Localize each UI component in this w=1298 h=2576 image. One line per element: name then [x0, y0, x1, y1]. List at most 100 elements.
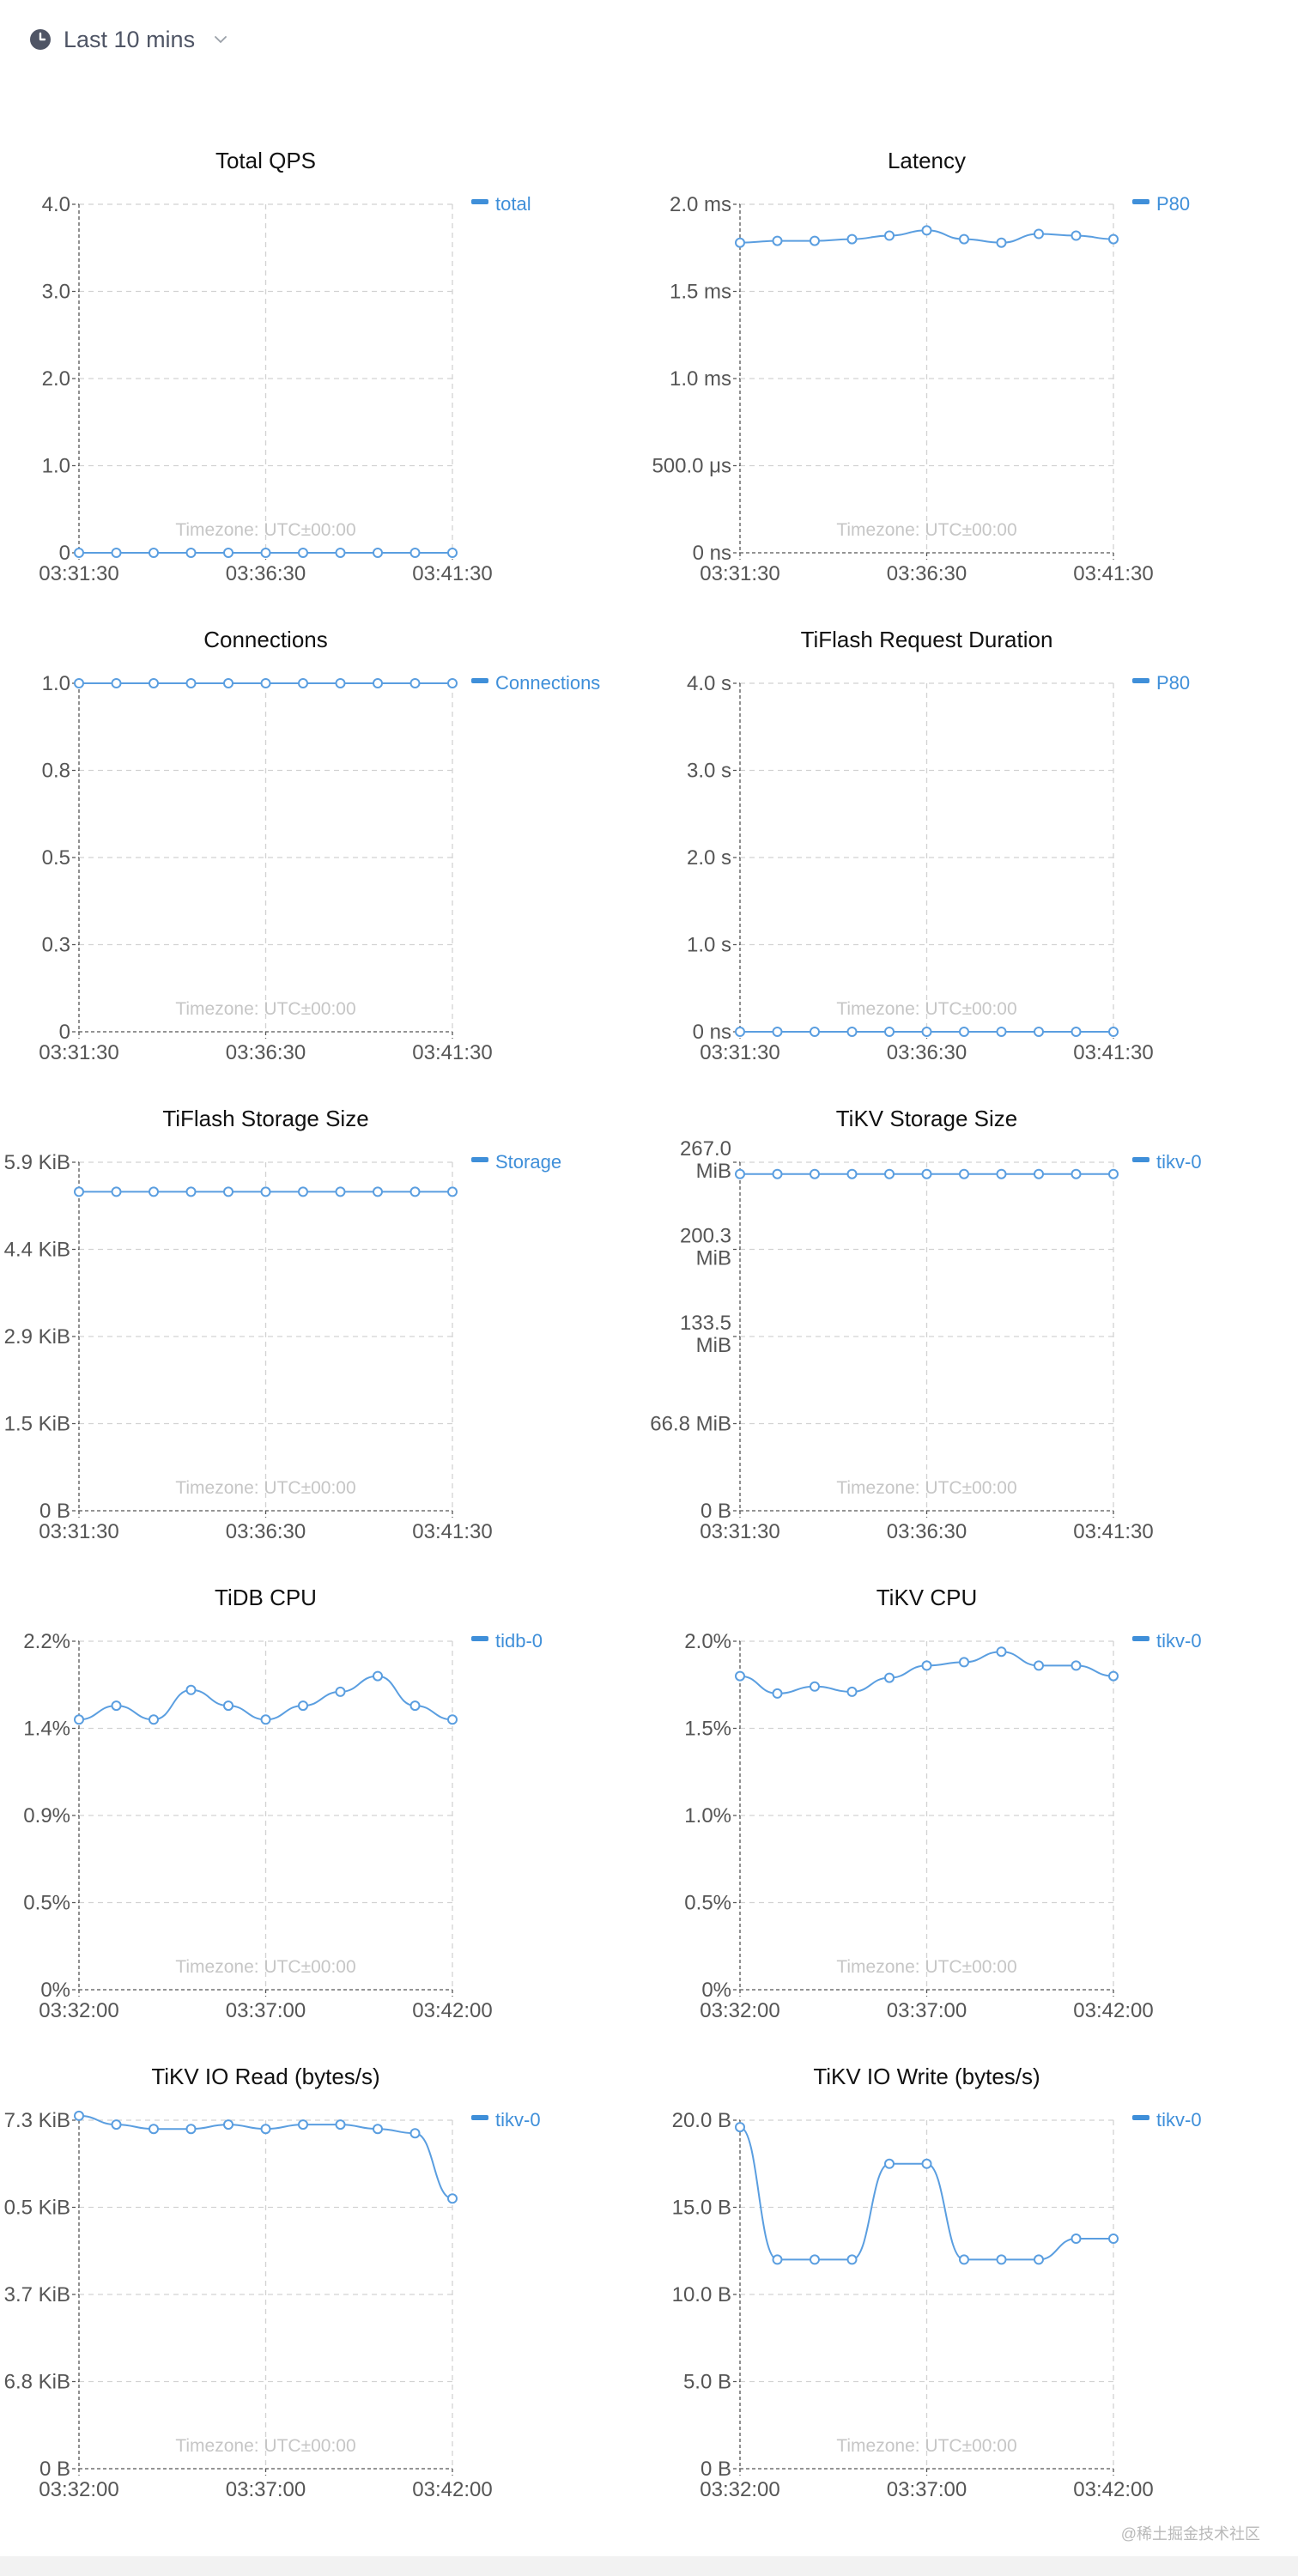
data-point	[772, 235, 783, 246]
timezone-label: Timezone: UTC±00:00	[836, 520, 1016, 540]
legend-swatch	[471, 199, 488, 204]
legend-item[interactable]: tikv-0	[471, 2109, 541, 2131]
data-point	[810, 1681, 820, 1692]
data-point	[772, 1168, 783, 1179]
chart-title: TiFlash Storage Size	[162, 1106, 368, 1131]
legend-swatch	[1132, 1636, 1149, 1641]
timezone-label: Timezone: UTC±00:00	[836, 1478, 1016, 1498]
data-point	[335, 548, 346, 558]
legend-label: P80	[1156, 672, 1190, 694]
legend-swatch	[1132, 1157, 1149, 1162]
legend-item[interactable]: Connections	[471, 672, 600, 694]
y-tick-label: 0 B	[701, 1500, 731, 1523]
data-point	[260, 548, 271, 558]
data-point	[996, 1646, 1007, 1658]
data-point	[373, 548, 383, 558]
y-tick-label: 0	[59, 542, 70, 565]
data-point	[373, 678, 383, 688]
chart-tiflash-request-duration: TiFlash Request Duration 0 ns 1.0 s 2.0 s 3.…	[687, 627, 1190, 1064]
y-tick-label: 1.5%	[684, 1718, 731, 1741]
y-tick-label: 200.3	[680, 1225, 731, 1248]
data-point	[223, 548, 234, 558]
x-tick-label: 03:31:30	[39, 562, 118, 585]
legend-label: P80	[1156, 193, 1190, 215]
x-tick-label: 03:31:30	[700, 562, 779, 585]
y-tick-label: 133.5	[680, 1312, 731, 1335]
y-tick-label: 6.8 KiB	[4, 2371, 70, 2394]
y-tick-label: 66.8 MiB	[650, 1413, 731, 1436]
legend-item[interactable]: tikv-0	[1132, 1151, 1202, 1173]
data-point	[298, 1700, 308, 1712]
data-point	[1071, 2234, 1082, 2244]
y-tick-label: 5.9 KiB	[4, 1151, 70, 1174]
y-tick-label: 1.5 KiB	[4, 1413, 70, 1436]
data-point	[1071, 1660, 1082, 1671]
y-tick-label: 267.0	[680, 1137, 731, 1161]
y-tick-label: 0 ns	[693, 542, 731, 565]
data-point	[1071, 230, 1082, 241]
data-point	[111, 548, 122, 558]
data-point	[373, 1186, 383, 1197]
data-point	[149, 2124, 159, 2135]
data-point	[884, 1168, 895, 1179]
data-point	[1034, 228, 1044, 239]
y-tick-label: 2.0%	[684, 1630, 731, 1653]
legend-item[interactable]: P80	[1132, 672, 1190, 694]
x-tick-label: 03:41:30	[412, 1041, 492, 1064]
data-point	[884, 1672, 895, 1683]
chart-connections: Connections 0 0.3 0.5 0.8 1.0 03:31:30 03:36:30…	[39, 627, 600, 1064]
chart-title: TiKV IO Write (bytes/s)	[813, 2064, 1040, 2089]
legend-label: tikv-0	[1156, 1151, 1202, 1173]
y-tick-label: 4.4 KiB	[4, 1239, 70, 1262]
legend-item[interactable]: P80	[1132, 193, 1190, 215]
data-point	[1071, 1027, 1082, 1037]
y-tick-label: 500.0 μs	[652, 455, 731, 478]
data-point	[223, 678, 234, 688]
data-point	[1034, 2254, 1044, 2265]
data-point	[921, 225, 932, 236]
y-tick-label: MiB	[696, 1160, 731, 1183]
legend-label: total	[495, 193, 531, 215]
y-tick-label: 1.0%	[684, 1804, 731, 1827]
data-point	[1034, 1027, 1044, 1037]
data-point	[846, 1168, 858, 1179]
legend-swatch	[471, 2115, 488, 2120]
data-point	[884, 230, 895, 241]
x-tick-label: 03:37:00	[887, 1999, 967, 2022]
x-tick-label: 03:41:30	[412, 1520, 492, 1543]
legend-item[interactable]: tidb-0	[471, 1630, 543, 1652]
legend-item[interactable]: tikv-0	[1132, 1630, 1202, 1652]
data-point	[996, 237, 1007, 248]
timezone-label: Timezone: UTC±00:00	[175, 520, 355, 540]
data-point	[772, 1027, 783, 1037]
legend-swatch	[471, 1157, 488, 1162]
data-point	[447, 678, 458, 688]
data-point	[959, 1168, 969, 1179]
legend-item[interactable]: total	[471, 193, 531, 215]
data-point	[335, 678, 346, 688]
time-range-picker[interactable]: Last 10 mins	[29, 21, 229, 58]
legend-label: tidb-0	[495, 1630, 543, 1652]
chart-tidb-cpu: TiDB CPU 0% 0.5% 0.9% 1.4% 2.2% 03:32:00 03:37:…	[23, 1585, 543, 2022]
data-point	[185, 1186, 197, 1197]
timezone-label: Timezone: UTC±00:00	[175, 1957, 355, 1977]
x-tick-label: 03:36:30	[887, 1041, 967, 1064]
legend-swatch	[471, 678, 488, 683]
y-tick-label: 1.0	[42, 672, 70, 695]
data-point	[149, 548, 159, 558]
data-point	[111, 2119, 122, 2131]
data-point	[409, 1186, 421, 1197]
data-point	[846, 233, 858, 245]
x-tick-label: 03:32:00	[39, 2478, 118, 2501]
legend-item[interactable]: tikv-0	[1132, 2109, 1202, 2131]
data-point	[846, 1027, 858, 1037]
x-tick-label: 03:32:00	[700, 2478, 779, 2501]
data-point	[185, 1684, 197, 1695]
data-point	[298, 548, 308, 558]
legend-swatch	[471, 1636, 488, 1641]
y-tick-label: 3.0 s	[687, 760, 731, 783]
legend-item[interactable]: Storage	[471, 1151, 561, 1173]
y-tick-label: 0 B	[39, 1500, 70, 1523]
data-point	[185, 548, 197, 558]
